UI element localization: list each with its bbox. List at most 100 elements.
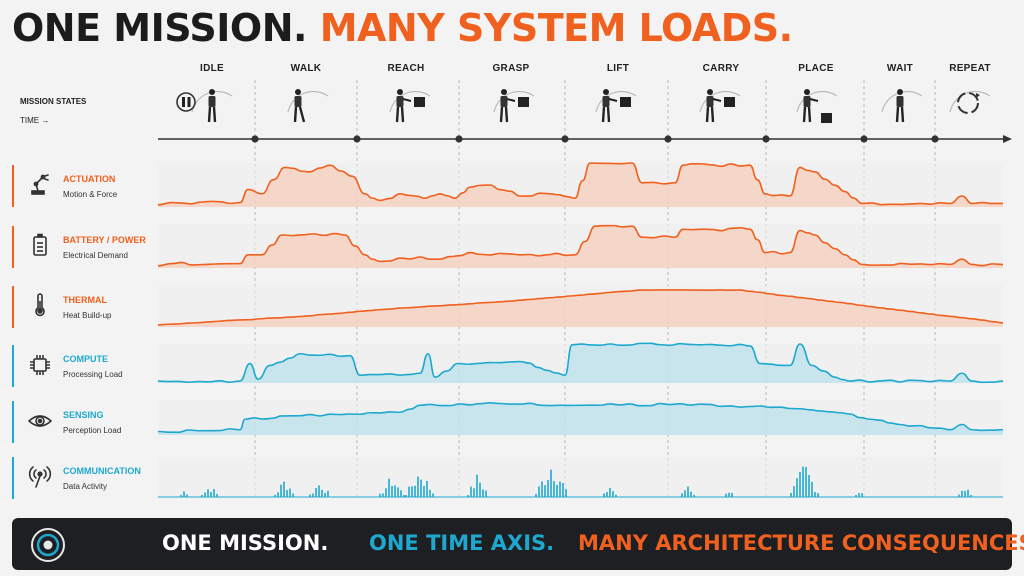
- robot-leg-left: [293, 106, 298, 123]
- robot-torso: [294, 96, 302, 107]
- state-icon-arc: [287, 90, 329, 113]
- robot-torso: [208, 96, 216, 107]
- robot-leg-right: [710, 106, 715, 123]
- robot-leg-left: [895, 106, 900, 123]
- robot-leg-left: [395, 106, 400, 123]
- robot-leg-right: [212, 106, 217, 123]
- robot-leg-right: [606, 106, 611, 123]
- target-rings-icon: [31, 528, 65, 562]
- robot-leg-right: [400, 106, 405, 123]
- row-subtitle-compute: Processing Load: [63, 370, 123, 379]
- communication-trace-lane: [158, 457, 1003, 497]
- row-title-communication: COMMUNICATION: [63, 466, 141, 476]
- robot-leg-right: [504, 106, 509, 123]
- actuation-trace: [157, 162, 1004, 207]
- robot-head: [707, 89, 713, 95]
- row-accent-thermal: [12, 286, 14, 328]
- row-accent-communication: [12, 457, 14, 499]
- footer-banner: [12, 518, 1012, 570]
- actuation-trace-line: [157, 162, 1004, 206]
- robot-walk-icon: [287, 89, 329, 123]
- state-icon-arc: [595, 90, 637, 113]
- state-icon-arc: [389, 90, 431, 113]
- robot-leg-left: [705, 106, 710, 123]
- robot-torso: [803, 96, 811, 107]
- sensing-trace-line: [157, 402, 1004, 434]
- timeline-marker-3: [561, 135, 569, 143]
- state-label-wait: WAIT: [886, 63, 914, 74]
- footer-part-2: ONE TIME AXIS.: [369, 531, 555, 555]
- robot-head: [397, 89, 403, 95]
- robot-torso: [896, 96, 904, 107]
- time-axis-label: TIME →: [20, 116, 50, 125]
- robot-arm: [506, 98, 516, 102]
- repeat-arrow-ring: [957, 92, 979, 114]
- robot-torso: [706, 96, 714, 107]
- robot-arm-icon: [31, 174, 49, 195]
- robot-leg-right: [900, 106, 905, 123]
- robot-place-icon: [796, 89, 838, 123]
- state-label-reach: REACH: [387, 63, 425, 74]
- row-subtitle-battery: Electrical Demand: [63, 251, 128, 260]
- footer-part-1: ONE MISSION.: [162, 531, 329, 555]
- robot-leg-right: [298, 106, 306, 123]
- eye-icon: [28, 415, 52, 427]
- timeline-marker-7: [931, 135, 939, 143]
- row-subtitle-sensing: Perception Load: [63, 426, 122, 435]
- row-subtitle-communication: Data Activity: [63, 482, 108, 491]
- timeline-marker-5: [762, 135, 770, 143]
- compute-trace: [157, 342, 1004, 384]
- robot-leg-left: [499, 106, 504, 123]
- robot-carry-icon: [699, 89, 741, 123]
- robot-arm: [809, 98, 819, 102]
- robot-head: [603, 89, 609, 95]
- thermometer-icon: [35, 293, 45, 317]
- row-accent-compute: [12, 345, 14, 387]
- antenna-icon: [28, 466, 52, 488]
- battery-trace: [157, 224, 1004, 268]
- robot-leg-right: [807, 106, 812, 123]
- sensing-trace-area: [158, 402, 1003, 435]
- robot-head: [804, 89, 810, 95]
- robot-leg-left: [802, 106, 807, 123]
- compute-trace-area: [158, 343, 1003, 383]
- mission-states-label: MISSION STATES: [20, 97, 87, 106]
- row-accent-sensing: [12, 401, 14, 443]
- robot-box: [620, 97, 631, 107]
- state-icon-arc: [796, 90, 838, 113]
- battery-icon: [33, 233, 47, 256]
- robot-head: [209, 89, 215, 95]
- time-axis-arrowhead: [1003, 135, 1012, 143]
- robot-head: [295, 89, 301, 95]
- robot-torso: [602, 96, 610, 107]
- row-accent-battery: [12, 226, 14, 268]
- robot-leg-left: [601, 106, 606, 123]
- robot-head: [897, 89, 903, 95]
- row-subtitle-thermal: Heat Build-up: [63, 311, 112, 320]
- robot-leg-left: [207, 106, 212, 123]
- timeline-marker-6: [860, 135, 868, 143]
- repeat-cycle-icon: [949, 90, 991, 114]
- robot-box: [518, 97, 529, 107]
- timeline-marker-0: [251, 135, 259, 143]
- robot-box: [414, 97, 425, 107]
- row-subtitle-actuation: Motion & Force: [63, 190, 118, 199]
- row-title-sensing: SENSING: [63, 410, 104, 420]
- timeline-marker-4: [664, 135, 672, 143]
- state-label-lift: LIFT: [606, 63, 630, 74]
- robot-lift-icon: [595, 89, 637, 123]
- pause-bar-right: [187, 97, 191, 107]
- state-label-idle: IDLE: [200, 63, 224, 74]
- robot-torso: [500, 96, 508, 107]
- robot-box: [821, 113, 832, 123]
- robot-idle-pause-icon: [176, 89, 233, 123]
- robot-wait-icon: [881, 89, 923, 123]
- battery-trace-line: [157, 224, 1004, 267]
- state-label-walk: WALK: [290, 63, 322, 74]
- state-label-repeat: REPEAT: [949, 63, 991, 74]
- row-accent-actuation: [12, 165, 14, 207]
- thermal-trace-area: [158, 289, 1003, 327]
- footer-part-3: MANY ARCHITECTURE CONSEQUENCES.: [578, 531, 1024, 555]
- row-title-compute: COMPUTE: [63, 354, 108, 364]
